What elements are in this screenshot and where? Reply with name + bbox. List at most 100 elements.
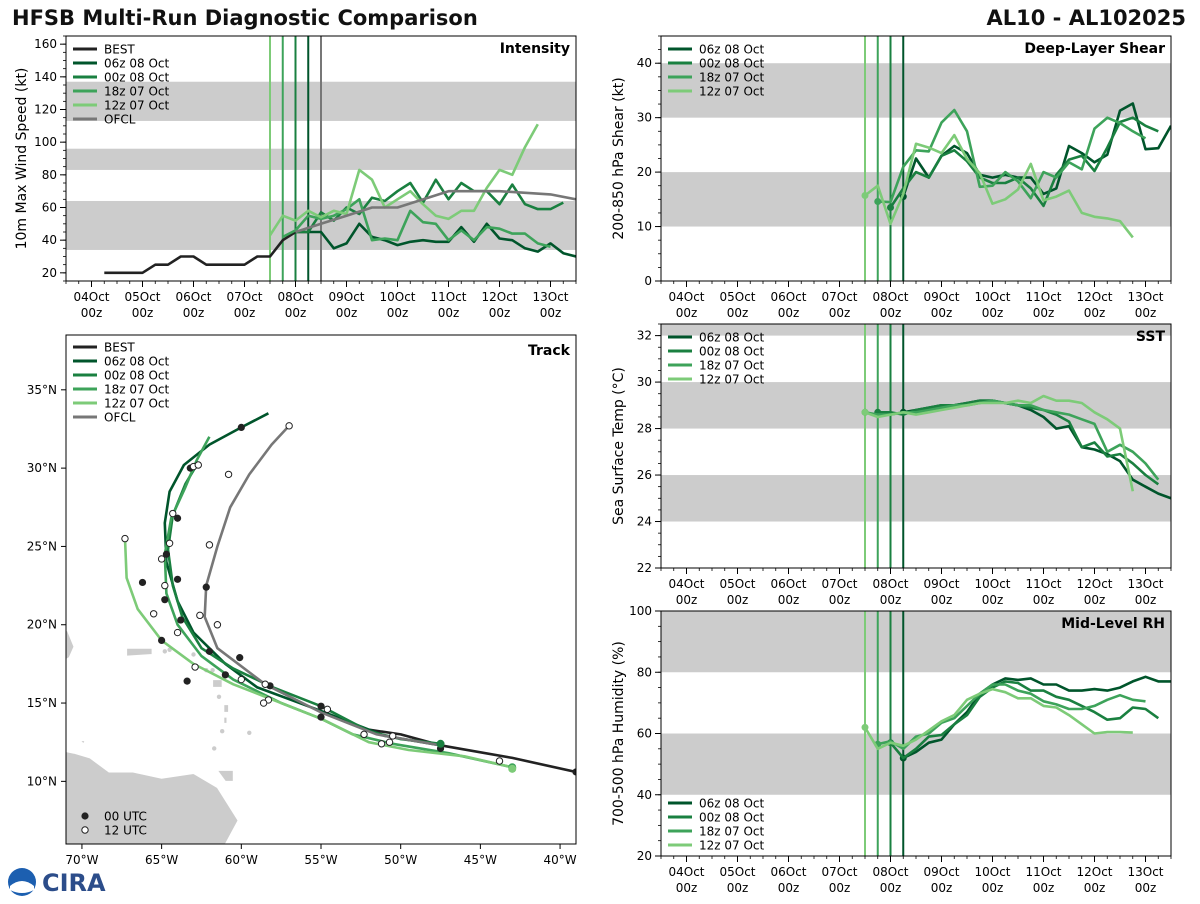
rh-series-12z-07-oct bbox=[863, 687, 1133, 751]
intensity-panel: 20 40 60 80 100 120 140 160 04Oct 00z 05Oct 00z 06Oc… bbox=[14, 35, 577, 320]
shear-ytick-label: 10 bbox=[637, 220, 652, 234]
intensity-series-18z-07-oct bbox=[282, 198, 551, 248]
sst-ytick-label: 24 bbox=[637, 515, 652, 529]
sst-xtick-label-date: 11Oct bbox=[1025, 577, 1061, 591]
track-marker-12utc bbox=[377, 740, 386, 748]
intensity-xtick-label-hour: 00z bbox=[489, 306, 511, 320]
track-marker-12utc bbox=[259, 699, 268, 707]
track-frame bbox=[65, 334, 577, 845]
sst-title: SST bbox=[1136, 329, 1166, 345]
intensity-xtick-label-hour: 00z bbox=[81, 306, 103, 320]
island-shape-7 bbox=[219, 729, 225, 734]
rh-ytick-label: 80 bbox=[637, 665, 652, 679]
shear-start-dot-00z-08-oct bbox=[887, 204, 894, 211]
intensity-xtick-label-date: 11Oct bbox=[430, 290, 466, 304]
shear-ylabel: 200-850 hPa Shear (kt) bbox=[611, 77, 627, 239]
shear-series-00z-08-oct bbox=[889, 116, 1159, 209]
cira-wordmark: CIRA bbox=[42, 869, 106, 897]
track-legend-label-06z-08-oct: 06z 08 Oct bbox=[104, 355, 170, 369]
track-marker-12utc bbox=[194, 461, 202, 469]
track-start-dot-12z-07-oct bbox=[508, 764, 517, 773]
rh-legend-label-00z-08-oct: 00z 08 Oct bbox=[699, 811, 765, 825]
rh-ytick-label: 100 bbox=[629, 604, 652, 618]
track-series-12z-07-oct bbox=[123, 538, 513, 769]
sst-xtick-label-date: 10Oct bbox=[974, 577, 1010, 591]
track-marker-00utc bbox=[221, 671, 229, 679]
shear-xtick-label-date: 11Oct bbox=[1025, 290, 1061, 304]
track-marker-12utc bbox=[157, 555, 166, 563]
intensity-ytick-label: 20 bbox=[42, 266, 57, 280]
rh-xtick-label-hour: 00z bbox=[676, 881, 698, 895]
track-marker-12utc bbox=[360, 730, 368, 739]
intensity-ytick-label: 120 bbox=[34, 103, 57, 117]
intensity-xtick-label-date: 10Oct bbox=[379, 290, 415, 304]
rh-series-06z-08-oct bbox=[902, 675, 1171, 760]
rh-xtick-label-hour: 00z bbox=[880, 881, 902, 895]
marker-legend-12utc-label: 12 UTC bbox=[104, 824, 147, 838]
shear-xtick-label-date: 07Oct bbox=[821, 290, 857, 304]
rh-xtick-label-date: 07Oct bbox=[821, 865, 857, 879]
shear-xtick-label-date: 10Oct bbox=[974, 290, 1010, 304]
sst-xtick-label-date: 13Oct bbox=[1127, 577, 1163, 591]
track-marker-00utc bbox=[161, 596, 169, 604]
noaa-wave-shape bbox=[10, 881, 34, 893]
track-plot-area bbox=[66, 412, 576, 844]
track-marker-12utc bbox=[149, 610, 158, 618]
intensity-xtick-label-date: 13Oct bbox=[532, 290, 568, 304]
track-series-best bbox=[368, 728, 576, 774]
logo: CIRA bbox=[6, 866, 116, 904]
rh-xtick-label-hour: 00z bbox=[931, 881, 953, 895]
sst-series-18z-07-oct bbox=[864, 399, 1160, 481]
intensity-series-00z-08-oct bbox=[295, 178, 564, 234]
track-marker-12utc bbox=[385, 738, 394, 746]
track-xtick-label: 40°W bbox=[543, 853, 576, 867]
rh-legend-label-18z-07-oct: 18z 07 Oct bbox=[699, 825, 765, 839]
track-ytick-label: 20°N bbox=[27, 618, 57, 632]
sst-xtick-label-hour: 00z bbox=[880, 593, 902, 607]
shear-legend-label-12z-07-oct: 12z 07 Oct bbox=[699, 85, 765, 99]
sst-legend-label-06z-08-oct: 06z 08 Oct bbox=[699, 331, 765, 345]
rh-xtick-label-hour: 00z bbox=[778, 881, 800, 895]
track-ytick-label: 35°N bbox=[27, 383, 57, 397]
intensity-title: Intensity bbox=[500, 41, 570, 57]
track-xtick-label: 65°W bbox=[145, 853, 178, 867]
rh-ytick-label: 40 bbox=[637, 788, 652, 802]
rh-panel: 20 40 60 80 100 04Oct 00z 05Oct 00z 06Oct 00z 07Oct… bbox=[611, 604, 1172, 895]
track-legend-label-ofcl: OFCL bbox=[104, 411, 136, 425]
rh-series-00z-08-oct bbox=[889, 680, 1160, 760]
sst-xtick-label-hour: 00z bbox=[1084, 593, 1106, 607]
track-start-dot-00z-08-oct bbox=[436, 739, 445, 748]
track-marker-12utc bbox=[237, 675, 246, 684]
sst-legend-label-00z-08-oct: 00z 08 Oct bbox=[699, 345, 765, 359]
track-xtick-label: 55°W bbox=[304, 853, 337, 867]
storm-id: AL10 - AL102025 bbox=[986, 6, 1187, 30]
rh-start-dot-12z-07-oct bbox=[861, 723, 869, 731]
sst-band-0 bbox=[661, 475, 1171, 522]
track-marker-12utc bbox=[261, 680, 269, 688]
land-shape-2 bbox=[126, 647, 153, 657]
track-marker-00utc bbox=[236, 654, 244, 662]
sst-legend-label-12z-07-oct: 12z 07 Oct bbox=[699, 373, 765, 387]
shear-xtick-label-hour: 00z bbox=[1033, 306, 1055, 320]
rh-xtick-label-date: 08Oct bbox=[872, 865, 908, 879]
island-shape-2 bbox=[191, 652, 196, 657]
track-marker-00utc bbox=[237, 423, 245, 432]
island-shape-0 bbox=[162, 649, 168, 654]
sst-ytick-label: 30 bbox=[637, 375, 652, 389]
rh-xtick-label-hour: 00z bbox=[1084, 881, 1106, 895]
shear-xtick-label-hour: 00z bbox=[727, 306, 749, 320]
sst-xtick-label-hour: 00z bbox=[829, 593, 851, 607]
rh-xtick-label-hour: 00z bbox=[982, 881, 1004, 895]
track-marker-12utc bbox=[389, 732, 397, 740]
intensity-xtick-label-hour: 00z bbox=[234, 306, 256, 320]
rh-xtick-label-date: 11Oct bbox=[1025, 865, 1061, 879]
sst-band-2 bbox=[661, 324, 1171, 336]
land-shape-5 bbox=[223, 716, 228, 724]
track-ytick-label: 30°N bbox=[27, 461, 57, 475]
track-marker-12utc bbox=[285, 422, 293, 430]
sst-xtick-label-date: 06Oct bbox=[770, 577, 806, 591]
rh-ytick-label: 60 bbox=[637, 727, 652, 741]
